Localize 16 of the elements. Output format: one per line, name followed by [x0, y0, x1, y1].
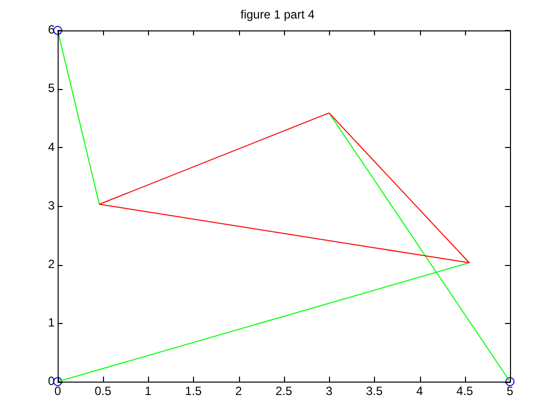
x-tick-label: 4	[416, 384, 424, 398]
x-tick-label: 3	[326, 384, 333, 398]
y-tick-label: 3	[48, 198, 55, 212]
x-tick-label: 5	[506, 384, 514, 398]
x-tick-label: 1	[144, 384, 152, 398]
x-tick-label: 3.5	[366, 384, 383, 398]
chart-title: figure 1 part 4	[240, 8, 315, 22]
x-tick-label: 1.5	[185, 384, 202, 398]
y-tick-label: 1	[48, 315, 55, 330]
y-tick-label: 2	[48, 256, 55, 271]
x-tick-label: 2	[235, 384, 242, 398]
x-tick-label: 4.5	[456, 384, 474, 398]
x-tick-label: 2.5	[275, 384, 292, 398]
x-tick-label: 0.5	[94, 384, 112, 398]
y-tick-label: 5	[48, 81, 55, 96]
y-tick-label: 4	[48, 140, 55, 154]
